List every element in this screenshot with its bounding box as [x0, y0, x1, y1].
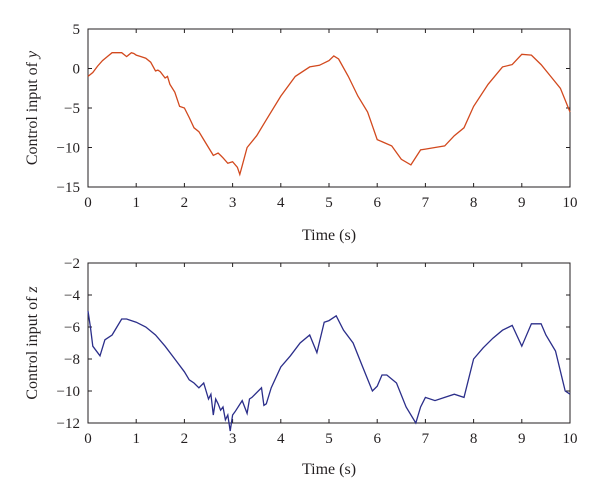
x-tick-label: 5 [325, 431, 333, 447]
y-axis-ticks-y: 5 0 −5 −10 −15 [57, 22, 570, 196]
y-tick-label: −6 [64, 320, 80, 336]
x-tick-label: 7 [422, 431, 430, 447]
x-tick-label: 6 [373, 195, 381, 211]
plot-frame-z [87, 262, 571, 424]
x-tick-label: 2 [181, 431, 189, 447]
chart-panel-z: 0 1 2 3 4 5 6 7 8 9 10 −2 −4 −6 −8 −10 −12 Time (s) Con… [24, 256, 578, 478]
y-tick-label: −12 [57, 416, 80, 432]
y-tick-label: −4 [64, 288, 80, 304]
x-axis-ticks-z: 0 1 2 3 4 5 6 7 8 9 10 [84, 263, 578, 447]
x-tick-label: 3 [229, 431, 237, 447]
plot-frame-y [87, 28, 571, 188]
y-axis-ticks-z: −2 −4 −6 −8 −10 −12 [57, 256, 570, 432]
series-line-z [87, 310, 571, 432]
y-tick-label: −8 [64, 352, 80, 368]
x-tick-label: 2 [181, 195, 189, 211]
x-tick-label: 0 [84, 195, 92, 211]
x-tick-label: 4 [277, 195, 285, 211]
x-tick-label: 0 [84, 431, 92, 447]
y-tick-label: −10 [57, 384, 80, 400]
x-tick-label: 6 [373, 431, 381, 447]
x-tick-label: 9 [518, 431, 526, 447]
chart-panel-y: 0 1 2 3 4 5 6 7 8 9 10 5 0 −5 −10 −15 Time (s) Control… [24, 22, 578, 244]
x-tick-label: 7 [422, 195, 430, 211]
y-tick-label: −2 [64, 256, 80, 272]
x-axis-label-z: Time (s) [302, 461, 356, 478]
x-tick-label: 8 [470, 195, 478, 211]
y-tick-label: −15 [57, 180, 80, 196]
x-tick-label: 8 [470, 431, 478, 447]
y-axis-label-y: Control input of y [24, 50, 41, 165]
x-tick-label: 1 [132, 195, 140, 211]
x-axis-label-y: Time (s) [302, 227, 356, 244]
y-tick-label: 5 [73, 22, 81, 38]
x-tick-label: 9 [518, 195, 526, 211]
y-axis-label-z: Control input of z [24, 286, 41, 400]
y-tick-label: 0 [73, 62, 81, 78]
x-tick-label: 3 [229, 195, 237, 211]
series-line-y [87, 51, 571, 177]
x-tick-label: 1 [132, 431, 140, 447]
x-tick-label: 10 [563, 431, 578, 447]
x-tick-label: 10 [563, 195, 578, 211]
y-tick-label: −5 [64, 101, 80, 117]
x-tick-label: 4 [277, 431, 285, 447]
y-tick-label: −10 [57, 141, 80, 157]
x-tick-label: 5 [325, 195, 333, 211]
x-axis-ticks-y: 0 1 2 3 4 5 6 7 8 9 10 [84, 29, 578, 211]
